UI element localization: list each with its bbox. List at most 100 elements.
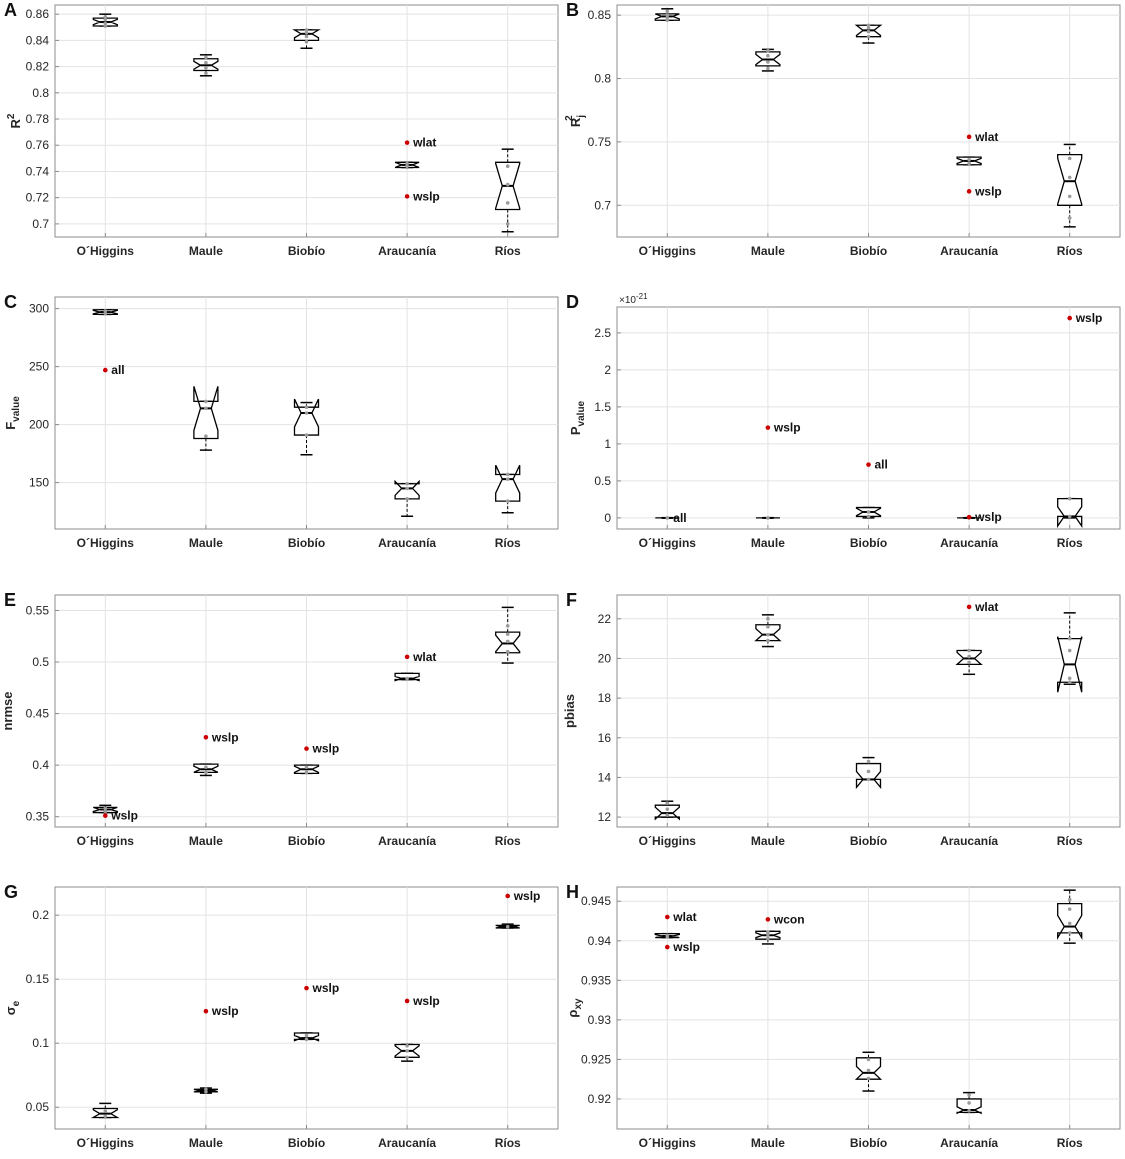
y-tick-label: 0.85 — [588, 8, 612, 22]
y-axis-label-main: σ — [3, 1006, 18, 1015]
y-tick-label: 2.5 — [594, 326, 611, 340]
data-point — [1067, 194, 1072, 199]
y-tick-label: 150 — [29, 476, 49, 490]
outlier-point — [966, 514, 972, 520]
outlier-point — [505, 893, 511, 899]
data-point — [103, 309, 108, 313]
data-point — [204, 399, 208, 404]
x-category-label: Ríos — [1057, 1136, 1083, 1150]
data-point — [505, 649, 510, 654]
y-axis-label-sub: value — [11, 396, 22, 422]
panel-letter: H — [566, 882, 579, 902]
y-tick-label: 0.76 — [26, 138, 50, 152]
y-tick-label: 0.75 — [588, 135, 612, 149]
outlier-label: wslp — [312, 981, 340, 995]
outlier-point — [103, 367, 108, 373]
x-category-label: Araucanía — [378, 536, 436, 550]
outlier-label: wlat — [974, 600, 998, 614]
chart-panel-d: D 0 0.5 1 1.5 2 2.5 O´Higgins Maule Biobío Araucan… — [562, 292, 1125, 559]
y-tick-label: 0.74 — [26, 164, 50, 178]
y-tick-label: 0.1 — [32, 1036, 49, 1050]
x-category-label: Maule — [751, 536, 785, 550]
boxplot-2: wcon — [755, 912, 805, 945]
gridlines — [55, 887, 558, 1129]
data-point — [103, 21, 108, 26]
y-axis-label-sub: j — [576, 115, 587, 119]
outlier-label: wslp — [211, 730, 239, 744]
chart-svg-c: C 150 200 250 300 O´Higgins Maule Biobío Araucan… — [3, 292, 559, 550]
y-tick-label: 200 — [29, 418, 49, 432]
panel-letter: A — [4, 0, 17, 20]
y-axis-label: R2 — [6, 113, 23, 128]
outlier-label: all — [673, 511, 686, 525]
x-category-label: Ríos — [495, 834, 521, 848]
y-tick-label: 0.7 — [32, 217, 49, 231]
y-tick-label: 18 — [598, 691, 612, 705]
x-category-label: Biobío — [850, 834, 887, 848]
box-body — [754, 624, 782, 642]
x-category-label: Maule — [189, 244, 223, 258]
data-point — [1067, 680, 1072, 685]
boxplot-5 — [1057, 143, 1083, 228]
y-tick-label: 0.8 — [32, 86, 49, 100]
box-body — [293, 398, 320, 436]
data-point — [766, 60, 770, 64]
x-category-label: O´Higgins — [77, 244, 135, 258]
data-point — [967, 654, 971, 659]
y-tick-label: 22 — [598, 612, 612, 626]
data-point — [405, 161, 409, 166]
x-category-label: Araucanía — [378, 834, 436, 848]
data-point — [766, 930, 770, 934]
x-category-label: Biobío — [288, 536, 325, 550]
boxplot-2: wslp — [193, 730, 239, 777]
outlier-label: wcon — [773, 912, 805, 926]
data-point — [866, 1057, 871, 1062]
data-point — [1067, 897, 1072, 902]
data-point — [1067, 514, 1072, 519]
chart-panel-e: E 0.35 0.4 0.45 0.5 0.55 O´Higgins Maule Biobío A… — [0, 590, 566, 857]
y-tick-label: 0.84 — [26, 33, 50, 47]
y-axis-label-sub: e — [11, 1000, 22, 1006]
outlier-label: wslp — [110, 809, 138, 823]
data-point — [204, 66, 208, 70]
x-category-label: Araucanía — [940, 536, 998, 550]
y-tick-label: 0.78 — [26, 112, 50, 126]
data-point — [766, 936, 770, 941]
x-category-label: Biobío — [288, 834, 325, 848]
data-point — [665, 13, 670, 17]
data-point — [204, 60, 208, 65]
boxplot-2 — [755, 48, 781, 72]
data-point — [304, 1037, 309, 1042]
boxplot-4: wlat — [955, 600, 998, 676]
outlier-point — [765, 917, 771, 922]
boxplot-1: all — [92, 309, 125, 377]
outlier-label: wlat — [974, 130, 998, 144]
y-tick-label: 0.72 — [26, 191, 50, 205]
outlier-point — [404, 140, 410, 145]
y-tick-label: 0.5 — [32, 655, 49, 669]
y-axis-label-main: nrmse — [0, 691, 15, 730]
data-point — [866, 759, 871, 764]
chart-panel-g: G 0.05 0.1 0.15 0.2 O´Higgins Maule Biobío Arauc… — [0, 882, 566, 1159]
boxplot-3 — [855, 756, 882, 790]
gridlines — [55, 5, 558, 237]
chart-panel-c: C 150 200 250 300 O´Higgins Maule Biobío Araucan… — [0, 292, 566, 559]
x-category-label: Biobío — [850, 536, 887, 550]
gridlines — [617, 307, 1120, 529]
y-tick-label: 14 — [598, 770, 612, 784]
y-axis-label: Rj2 — [564, 115, 587, 127]
data-point — [665, 516, 670, 520]
box-body — [1057, 902, 1083, 940]
outlier-point — [404, 998, 410, 1004]
data-point — [1067, 496, 1072, 501]
data-point — [866, 26, 871, 30]
data-point — [405, 1055, 409, 1060]
data-point — [304, 765, 309, 769]
y-tick-label: 20 — [598, 651, 612, 665]
y-tick-label: 12 — [598, 810, 612, 824]
data-point — [866, 1068, 871, 1073]
data-point — [967, 648, 971, 653]
data-point — [405, 676, 409, 681]
boxplot-3: wslp — [293, 742, 339, 775]
